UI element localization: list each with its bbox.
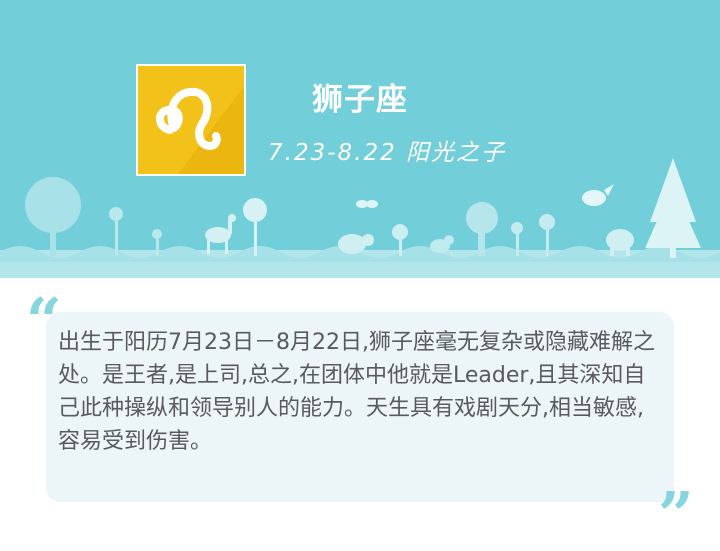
sheep-silhouette — [338, 234, 374, 254]
deer-silhouette — [205, 214, 236, 254]
date-range-motto: 7.23-8.22 阳光之子 — [268, 140, 507, 166]
elephant-silhouette — [606, 229, 634, 256]
zodiac-header-banner: 狮子座 7.23-8.22 阳光之子 — [0, 0, 720, 278]
open-quote-icon: “ — [26, 284, 62, 357]
tree-left — [25, 177, 81, 256]
sunflower — [243, 198, 267, 256]
pine-tree — [645, 158, 701, 258]
bird-silhouette — [582, 184, 614, 206]
tree-center — [466, 202, 498, 256]
scenery-illustration — [0, 158, 720, 278]
leo-sign-tile — [136, 64, 246, 176]
leo-icon — [156, 86, 244, 174]
description-text: 出生于阳历7月23日－8月22日,狮子座毫无复杂或隐藏难解之处。是王者,是上司,… — [58, 330, 655, 454]
description-card — [46, 312, 674, 502]
zodiac-title: 狮子座 — [312, 82, 408, 118]
close-quote-icon: ” — [658, 478, 694, 551]
